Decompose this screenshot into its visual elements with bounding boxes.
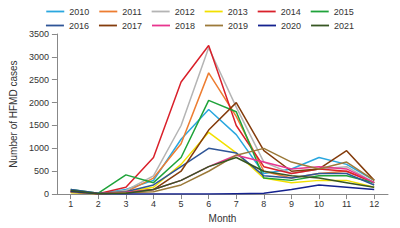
svg-text:7: 7 bbox=[234, 199, 239, 209]
svg-text:3500: 3500 bbox=[29, 29, 49, 39]
svg-text:Number of HFMD cases: Number of HFMD cases bbox=[8, 60, 19, 167]
svg-text:8: 8 bbox=[261, 199, 266, 209]
svg-text:12: 12 bbox=[369, 199, 379, 209]
svg-text:6: 6 bbox=[206, 199, 211, 209]
svg-text:2500: 2500 bbox=[29, 75, 49, 85]
svg-text:2014: 2014 bbox=[281, 7, 301, 17]
svg-text:11: 11 bbox=[342, 199, 351, 209]
svg-text:4: 4 bbox=[151, 199, 156, 209]
svg-text:2021: 2021 bbox=[334, 21, 354, 31]
svg-text:2010: 2010 bbox=[69, 7, 89, 17]
svg-text:2018: 2018 bbox=[175, 21, 195, 31]
svg-text:10: 10 bbox=[314, 199, 324, 209]
svg-text:500: 500 bbox=[34, 166, 49, 176]
svg-text:2016: 2016 bbox=[69, 21, 89, 31]
svg-text:2013: 2013 bbox=[228, 7, 248, 17]
svg-text:2011: 2011 bbox=[122, 7, 141, 17]
svg-text:5: 5 bbox=[179, 199, 184, 209]
svg-text:2015: 2015 bbox=[334, 7, 354, 17]
svg-text:3000: 3000 bbox=[29, 52, 49, 62]
svg-text:2020: 2020 bbox=[281, 21, 301, 31]
svg-text:1: 1 bbox=[68, 199, 73, 209]
svg-text:2: 2 bbox=[96, 199, 101, 209]
svg-text:1000: 1000 bbox=[29, 143, 49, 153]
svg-text:2019: 2019 bbox=[228, 21, 248, 31]
svg-text:2000: 2000 bbox=[29, 98, 49, 108]
svg-text:2012: 2012 bbox=[175, 7, 195, 17]
svg-text:9: 9 bbox=[289, 199, 294, 209]
svg-text:Month: Month bbox=[209, 213, 237, 224]
svg-text:3: 3 bbox=[123, 199, 128, 209]
svg-text:2017: 2017 bbox=[122, 21, 142, 31]
svg-text:0: 0 bbox=[44, 189, 49, 199]
svg-text:1500: 1500 bbox=[29, 120, 49, 130]
